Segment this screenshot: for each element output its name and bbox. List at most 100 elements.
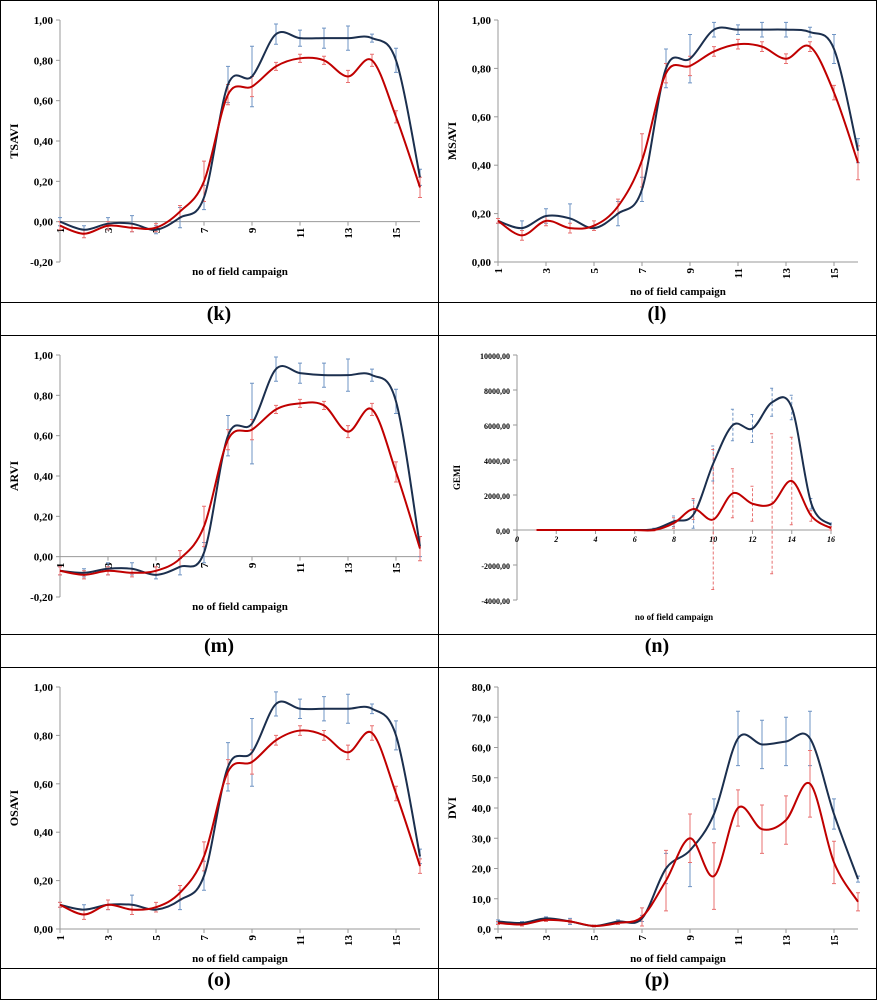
y-tick-label: 0,60	[34, 779, 54, 791]
y-tick-label: 60,0	[472, 743, 492, 755]
x-tick-label: 3	[541, 935, 553, 941]
x-tick-label: 15	[391, 935, 403, 947]
x-axis-title: no of field campaign	[192, 266, 288, 278]
error-bar	[789, 436, 794, 526]
y-tick-label: 0,0	[477, 924, 491, 936]
panel-label: (k)	[207, 303, 231, 325]
x-tick-label: 9	[685, 935, 697, 941]
series-line	[59, 401, 421, 576]
y-tick-label: 50,0	[472, 773, 492, 785]
x-tick-label: 3	[103, 935, 115, 941]
x-tick-label: 8	[672, 535, 676, 544]
x-axis-title: no of field campaign	[635, 612, 713, 622]
x-tick-label: 11	[733, 935, 745, 945]
x-tick-label: 13	[343, 935, 355, 947]
y-axis-title: MSAVI	[445, 121, 459, 160]
y-axis-title: ARVI	[7, 461, 21, 492]
series-line	[59, 700, 421, 911]
y-tick-label: -2000,00	[481, 562, 510, 571]
x-tick-label: 9	[247, 227, 259, 233]
y-tick-label: 30,0	[472, 833, 492, 845]
x-tick-label: 4	[593, 535, 598, 544]
x-tick-label: 5	[589, 935, 601, 941]
x-tick-label: 3	[541, 268, 553, 274]
x-tick-label: 1	[493, 268, 505, 274]
x-tick-label: 13	[343, 562, 355, 574]
series-line	[59, 30, 421, 231]
x-tick-label: 1	[55, 563, 67, 569]
y-axis-title: OSAVI	[7, 789, 21, 826]
series-line	[497, 732, 859, 927]
x-tick-label: 6	[633, 535, 637, 544]
y-tick-label: 6000,00	[484, 422, 510, 431]
y-tick-label: 0,00	[34, 217, 54, 229]
y-tick-label: 0,00	[34, 924, 54, 936]
y-tick-label: 2000,00	[484, 492, 510, 501]
y-tick-label: -0,20	[30, 257, 53, 269]
y-tick-label: 0,20	[34, 876, 54, 888]
y-tick-label: 0,20	[34, 511, 54, 523]
series-line	[497, 42, 859, 237]
y-tick-label: 20,0	[472, 864, 492, 876]
y-tick-label: 0,60	[34, 431, 54, 443]
y-tick-label: 70,0	[472, 712, 492, 724]
x-tick-label: 12	[749, 535, 757, 544]
y-tick-label: 0,80	[472, 63, 492, 75]
series-line	[536, 479, 832, 532]
series-line	[59, 365, 421, 576]
x-tick-label: 15	[829, 268, 841, 280]
x-tick-label: 9	[247, 562, 259, 568]
x-tick-label: 2	[553, 535, 558, 544]
x-tick-label: 11	[733, 268, 745, 278]
x-tick-label: 16	[827, 535, 835, 544]
y-tick-label: 4000,00	[484, 457, 510, 466]
y-tick-label: 1,00	[34, 15, 54, 27]
series-line	[497, 782, 859, 927]
y-tick-label: 1,00	[34, 682, 54, 694]
y-tick-label: 0,20	[34, 176, 54, 188]
x-tick-label: 7	[199, 562, 211, 568]
y-tick-label: 0,00	[496, 527, 510, 536]
x-tick-label: 5	[589, 268, 601, 274]
x-tick-label: 3	[103, 562, 115, 568]
y-tick-label: 0,80	[34, 390, 54, 402]
x-tick-label: 13	[781, 268, 793, 280]
x-tick-label: 7	[199, 935, 211, 941]
y-tick-label: -4000,00	[481, 597, 510, 606]
x-axis-title: no of field campaign	[630, 286, 726, 298]
error-bar	[691, 499, 696, 529]
series-line	[59, 729, 421, 916]
series-line	[59, 56, 421, 235]
y-tick-label: 0,00	[472, 257, 492, 269]
x-tick-label: 11	[295, 563, 307, 573]
y-tick-label: 0,40	[472, 160, 492, 172]
x-tick-label: 1	[493, 935, 505, 941]
y-axis-title: TSAVI	[7, 123, 21, 158]
x-tick-label: 7	[637, 268, 649, 274]
y-tick-label: 0,80	[34, 730, 54, 742]
x-tick-label: 15	[391, 562, 403, 574]
x-tick-label: 15	[391, 227, 403, 239]
error-bar	[750, 414, 755, 443]
x-tick-label: 9	[247, 935, 259, 941]
y-tick-label: 0,60	[472, 112, 492, 124]
y-tick-label: 10000,00	[480, 352, 510, 361]
y-tick-label: 0,60	[34, 96, 54, 108]
x-tick-label: 15	[829, 935, 841, 947]
y-axis-title: GEMI	[452, 465, 462, 490]
x-tick-label: 13	[343, 227, 355, 239]
x-tick-label: 14	[788, 535, 796, 544]
series-line	[497, 26, 859, 230]
x-tick-label: 9	[685, 268, 697, 274]
x-tick-label: 0	[515, 535, 519, 544]
panel-label: (o)	[207, 969, 230, 991]
error-bar	[730, 468, 735, 519]
y-tick-label: 0,40	[34, 136, 54, 148]
series-line	[536, 396, 832, 532]
error-bar	[770, 387, 775, 417]
y-tick-label: 1,00	[472, 15, 492, 27]
y-axis-title: DVI	[445, 797, 459, 819]
x-tick-label: 5	[151, 935, 163, 941]
x-tick-label: 13	[781, 935, 793, 947]
